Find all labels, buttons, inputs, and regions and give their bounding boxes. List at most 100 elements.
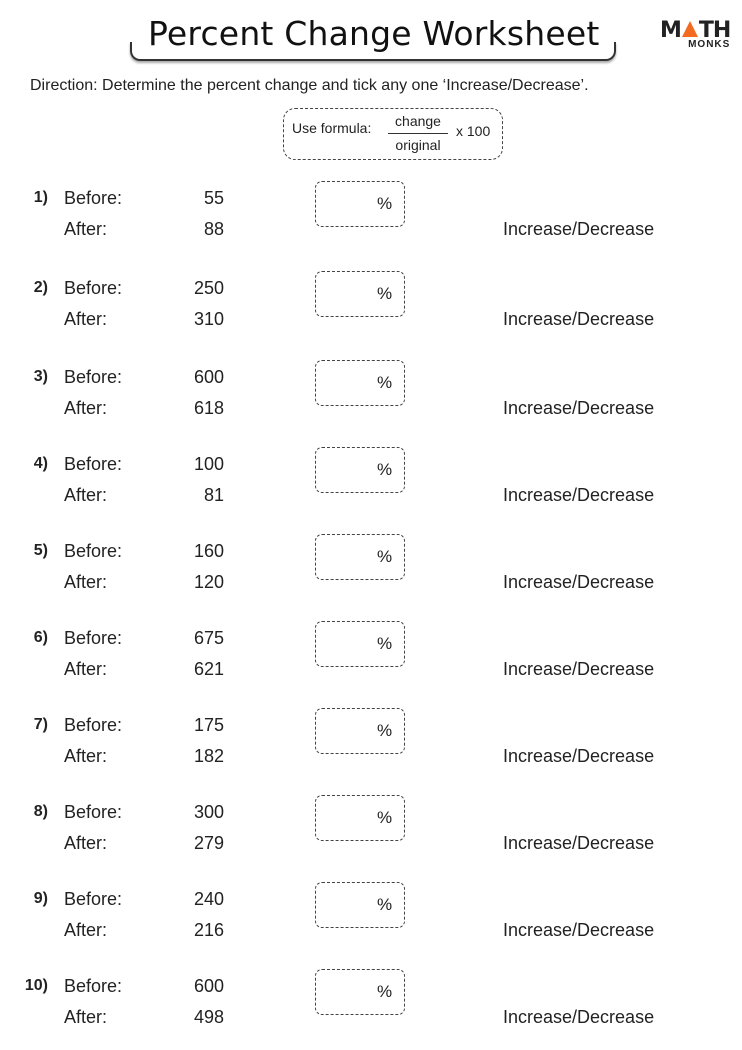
after-label: After:: [64, 572, 108, 592]
problem-row: 1) Before: 55 After: 88 % Increase/Decre…: [0, 181, 742, 258]
before-value: 160: [193, 541, 224, 561]
answer-box[interactable]: %: [315, 447, 405, 493]
percent-sign: %: [377, 460, 393, 479]
answer-box[interactable]: %: [315, 621, 405, 667]
problem-number: 5): [33, 542, 48, 559]
percent-sign: %: [377, 895, 393, 914]
before-value: 175: [193, 715, 224, 735]
after-label: After:: [64, 1007, 108, 1027]
before-label: Before:: [64, 889, 123, 909]
problem-row: 2) Before: 250 After: 310 % Increase/Dec…: [0, 271, 742, 348]
increase-decrease-choice[interactable]: Increase/Decrease: [503, 572, 655, 592]
after-label: After:: [64, 219, 108, 239]
problem-number: 10): [24, 977, 48, 994]
after-value: 618: [193, 398, 224, 418]
after-value: 120: [193, 572, 224, 592]
problem-row: 9) Before: 240 After: 216 % Increase/Dec…: [0, 882, 742, 959]
answer-box[interactable]: %: [315, 882, 405, 928]
before-value: 600: [193, 976, 224, 996]
formula-denominator: original: [395, 137, 441, 153]
problem-number: 8): [33, 803, 48, 820]
before-label: Before:: [64, 188, 123, 208]
problem-row: 10) Before: 600 After: 498 % Increase/De…: [0, 969, 742, 1046]
problem-number: 1): [33, 189, 48, 206]
before-label: Before:: [64, 278, 123, 298]
after-label: After:: [64, 398, 108, 418]
answer-box[interactable]: %: [315, 795, 405, 841]
before-value: 675: [193, 628, 224, 648]
formula-box: Use formula: change original x 100: [283, 108, 503, 160]
percent-sign: %: [377, 194, 393, 213]
after-label: After:: [64, 309, 108, 329]
percent-sign: %: [377, 982, 393, 1001]
before-value: 55: [203, 188, 224, 208]
before-value: 240: [193, 889, 224, 909]
problem-number: 2): [33, 279, 48, 296]
before-value: 600: [193, 367, 224, 387]
percent-sign: %: [377, 634, 393, 653]
increase-decrease-choice[interactable]: Increase/Decrease: [503, 920, 655, 940]
increase-decrease-choice[interactable]: Increase/Decrease: [503, 219, 655, 239]
problem-row: 5) Before: 160 After: 120 % Increase/Dec…: [0, 534, 742, 611]
answer-box[interactable]: %: [315, 360, 405, 406]
page-title: Percent Change Worksheet: [148, 14, 600, 53]
after-value: 498: [193, 1007, 224, 1027]
after-value: 182: [193, 746, 224, 766]
increase-decrease-choice[interactable]: Increase/Decrease: [503, 746, 655, 766]
before-value: 300: [193, 802, 224, 822]
increase-decrease-choice[interactable]: Increase/Decrease: [503, 659, 655, 679]
answer-box[interactable]: %: [315, 969, 405, 1015]
increase-decrease-choice[interactable]: Increase/Decrease: [503, 833, 655, 853]
before-label: Before:: [64, 454, 123, 474]
percent-sign: %: [377, 547, 393, 566]
before-label: Before:: [64, 541, 123, 561]
answer-box[interactable]: %: [315, 271, 405, 317]
after-value: 621: [193, 659, 224, 679]
after-value: 81: [203, 485, 224, 505]
after-value: 88: [203, 219, 224, 239]
direction-text: Direction: Determine the percent change …: [30, 77, 589, 94]
title-underline: [130, 42, 616, 61]
before-value: 100: [193, 454, 224, 474]
problem-number: 7): [33, 716, 48, 733]
fraction-bar: [388, 133, 448, 134]
after-label: After:: [64, 659, 108, 679]
after-label: After:: [64, 920, 108, 940]
problem-number: 4): [33, 455, 48, 472]
after-label: After:: [64, 485, 108, 505]
after-label: After:: [64, 833, 108, 853]
after-value: 279: [193, 833, 224, 853]
after-value: 216: [193, 920, 224, 940]
formula-label: Use formula:: [292, 120, 372, 136]
increase-decrease-choice[interactable]: Increase/Decrease: [503, 398, 655, 418]
before-label: Before:: [64, 802, 123, 822]
answer-box[interactable]: %: [315, 534, 405, 580]
percent-sign: %: [377, 721, 393, 740]
problem-row: 8) Before: 300 After: 279 % Increase/Dec…: [0, 795, 742, 872]
percent-sign: %: [377, 373, 393, 392]
before-label: Before:: [64, 715, 123, 735]
before-label: Before:: [64, 367, 123, 387]
after-label: After:: [64, 746, 108, 766]
percent-sign: %: [377, 808, 393, 827]
triangle-icon: [681, 21, 698, 37]
increase-decrease-choice[interactable]: Increase/Decrease: [503, 309, 655, 329]
formula-multiplier: x 100: [456, 123, 491, 139]
problem-row: 7) Before: 175 After: 182 % Increase/Dec…: [0, 708, 742, 785]
problem-row: 3) Before: 600 After: 618 % Increase/Dec…: [0, 360, 742, 437]
problem-number: 9): [33, 890, 48, 907]
before-label: Before:: [64, 628, 123, 648]
problem-row: 4) Before: 100 After: 81 % Increase/Decr…: [0, 447, 742, 524]
math-monks-logo: M TH MONKS: [660, 18, 731, 50]
increase-decrease-choice[interactable]: Increase/Decrease: [503, 1007, 655, 1027]
before-value: 250: [193, 278, 224, 298]
answer-box[interactable]: %: [315, 708, 405, 754]
percent-sign: %: [377, 284, 393, 303]
problem-number: 3): [33, 368, 48, 385]
increase-decrease-choice[interactable]: Increase/Decrease: [503, 485, 655, 505]
problem-row: 6) Before: 675 After: 621 % Increase/Dec…: [0, 621, 742, 698]
formula-numerator: change: [395, 113, 441, 129]
after-value: 310: [193, 309, 224, 329]
answer-box[interactable]: %: [315, 181, 405, 227]
